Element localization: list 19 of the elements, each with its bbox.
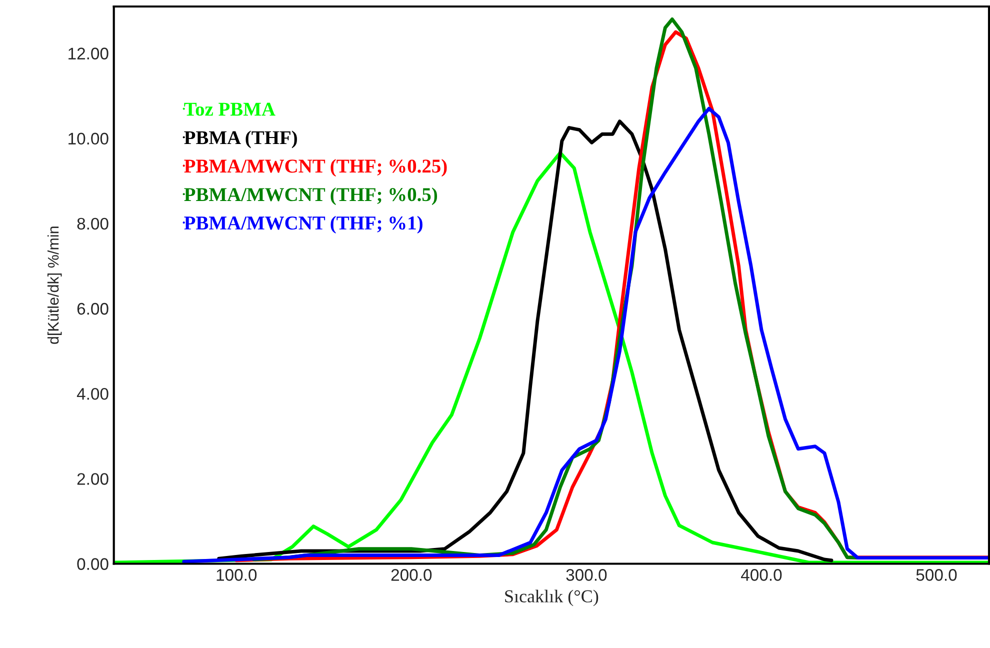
y-tick-label: 10.00 (68, 132, 108, 145)
y-tick-label: 8.00 (77, 218, 108, 230)
y-tick-label: 2.00 (77, 473, 108, 485)
y-axis-title: d[Kütle/dk] %/min (47, 226, 62, 344)
x-tick-label: 200.0 (391, 569, 432, 581)
y-tick-label: 0.00 (77, 558, 108, 570)
legend-label: PBMA/MWCNT (THF; %1) (184, 216, 422, 234)
y-tick-label: 12.00 (68, 48, 108, 60)
x-tick-label: 300.0 (566, 569, 607, 581)
legend-label: PBMA (THF) (184, 130, 297, 148)
y-tick-label: 4.00 (76, 388, 108, 400)
x-tick-label: 500.0 (916, 569, 957, 581)
x-tick-label: 400.0 (741, 569, 782, 581)
legend-label: PBMA/MWCNT (THF; %0.5) (184, 187, 438, 206)
x-tick-label: 100.0 (216, 569, 257, 581)
x-axis-title: Sıcaklık (°C) (505, 590, 598, 606)
y-tick-label: 6.00 (77, 302, 108, 315)
legend-label: Toz PBMA (184, 102, 276, 116)
legend-label: PBMA/MWCNT (THF; %0.25) (184, 159, 447, 177)
